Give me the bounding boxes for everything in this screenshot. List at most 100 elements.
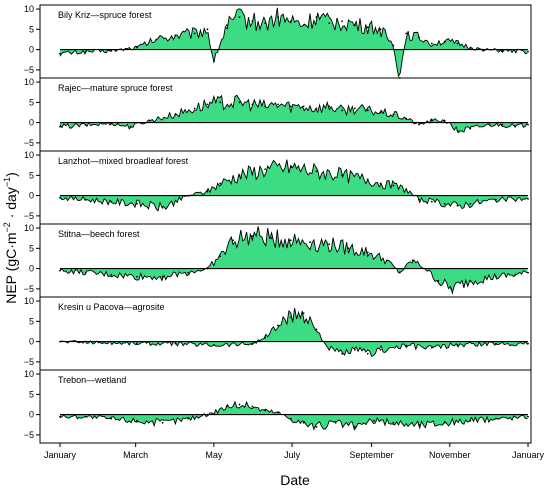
y-axis-title: NEP (gC·m−2 · day−1) <box>2 172 19 304</box>
data-point <box>366 251 369 254</box>
series-area-2 <box>60 95 528 133</box>
y-tick-label: 0 <box>29 118 34 128</box>
data-point <box>110 49 113 52</box>
data-point <box>264 22 267 25</box>
data-point <box>309 241 311 244</box>
data-point <box>302 421 305 424</box>
panel-title-3: Lanzhot—mixed broadleaf forest <box>58 156 189 166</box>
y-title-part: ) <box>3 172 19 177</box>
panel-2: 10 5 0 −5 Rajec—mature spruce forest <box>24 77 532 152</box>
y-tick-label: 5 <box>29 24 34 34</box>
y-tick-label: −5 <box>24 430 34 440</box>
data-point <box>206 267 209 270</box>
data-point <box>59 269 61 272</box>
data-point <box>366 26 369 29</box>
data-point <box>527 271 529 274</box>
panel-3: 10 5 0 −5 Lanzhot—mixed broadleaf forest <box>24 150 532 225</box>
x-tick-label: January <box>512 450 545 460</box>
data-point <box>84 50 87 53</box>
data-point <box>155 38 158 41</box>
data-point <box>251 405 254 408</box>
x-tick-label: March <box>123 450 148 460</box>
series-line-1 <box>59 7 528 78</box>
y-tick-label: 0 <box>29 337 34 347</box>
y-tick-label: 0 <box>29 264 34 274</box>
y-title-part: · <box>3 244 19 249</box>
data-point <box>424 267 427 270</box>
data-point <box>443 202 446 205</box>
data-point <box>238 174 241 177</box>
y-title-part: NEP (gC <box>3 249 19 304</box>
data-point <box>347 247 350 250</box>
data-point <box>251 235 254 238</box>
panel-5: 10 5 0 −5 Kresin u Pacova—agrosite <box>24 296 532 371</box>
data-point <box>411 259 414 262</box>
y-tick-label: 10 <box>24 77 34 87</box>
data-point <box>219 101 222 104</box>
y-tick-label: 10 <box>24 369 34 379</box>
data-point <box>373 419 376 422</box>
data-point <box>251 20 254 23</box>
data-point <box>341 352 343 355</box>
data-point <box>366 178 369 181</box>
data-point <box>225 405 228 408</box>
y-tick-label: 10 <box>24 150 34 160</box>
data-point <box>514 273 517 276</box>
data-point <box>341 109 343 112</box>
data-point <box>174 34 177 37</box>
data-point <box>59 52 61 55</box>
y-title-part: m <box>3 232 19 244</box>
series-area-6 <box>60 401 528 430</box>
data-point <box>514 125 517 128</box>
y-tick-label: −5 <box>24 357 34 367</box>
data-point <box>354 24 356 27</box>
data-point <box>469 279 472 282</box>
data-point <box>328 105 331 108</box>
data-point <box>136 46 138 49</box>
y-tick-label: −5 <box>24 284 34 294</box>
y-tick-label: 5 <box>29 243 34 253</box>
data-point <box>84 198 87 201</box>
data-point <box>277 103 279 106</box>
data-point <box>277 16 279 19</box>
data-point <box>219 255 222 258</box>
data-point <box>495 275 497 278</box>
x-tick-label: September <box>350 450 394 460</box>
data-point <box>84 415 87 418</box>
y-title-superscript: −2 <box>2 222 12 232</box>
data-point <box>110 122 113 125</box>
data-point <box>59 340 61 343</box>
data-point <box>527 123 529 126</box>
data-point <box>219 182 222 185</box>
data-point <box>527 342 529 345</box>
data-point <box>379 182 382 185</box>
data-point <box>289 105 292 108</box>
y-title-part: · day <box>3 187 19 222</box>
data-point <box>392 184 395 187</box>
data-point <box>456 204 459 207</box>
data-point <box>392 113 395 116</box>
data-point <box>469 46 472 49</box>
data-point <box>59 125 61 128</box>
data-point <box>315 425 318 428</box>
y-tick-label: 5 <box>29 389 34 399</box>
data-point <box>161 206 164 209</box>
data-point <box>187 194 190 197</box>
y-tick-label: 0 <box>29 45 34 55</box>
y-tick-label: −5 <box>24 65 34 75</box>
data-point <box>334 421 337 424</box>
data-point <box>251 103 254 106</box>
panels-group: 10 5 0 −5 Bily Kriz—spruce forest 10 5 0 −5 Rajec… <box>24 4 532 444</box>
data-point <box>418 423 420 426</box>
data-point <box>161 421 164 424</box>
data-point <box>341 174 343 177</box>
data-point <box>469 202 472 205</box>
panel-frame-6 <box>39 369 532 444</box>
data-point <box>443 40 446 43</box>
data-point <box>238 16 241 19</box>
data-point <box>161 275 164 278</box>
data-point <box>443 119 446 122</box>
data-point <box>443 421 446 424</box>
data-point <box>59 415 61 418</box>
